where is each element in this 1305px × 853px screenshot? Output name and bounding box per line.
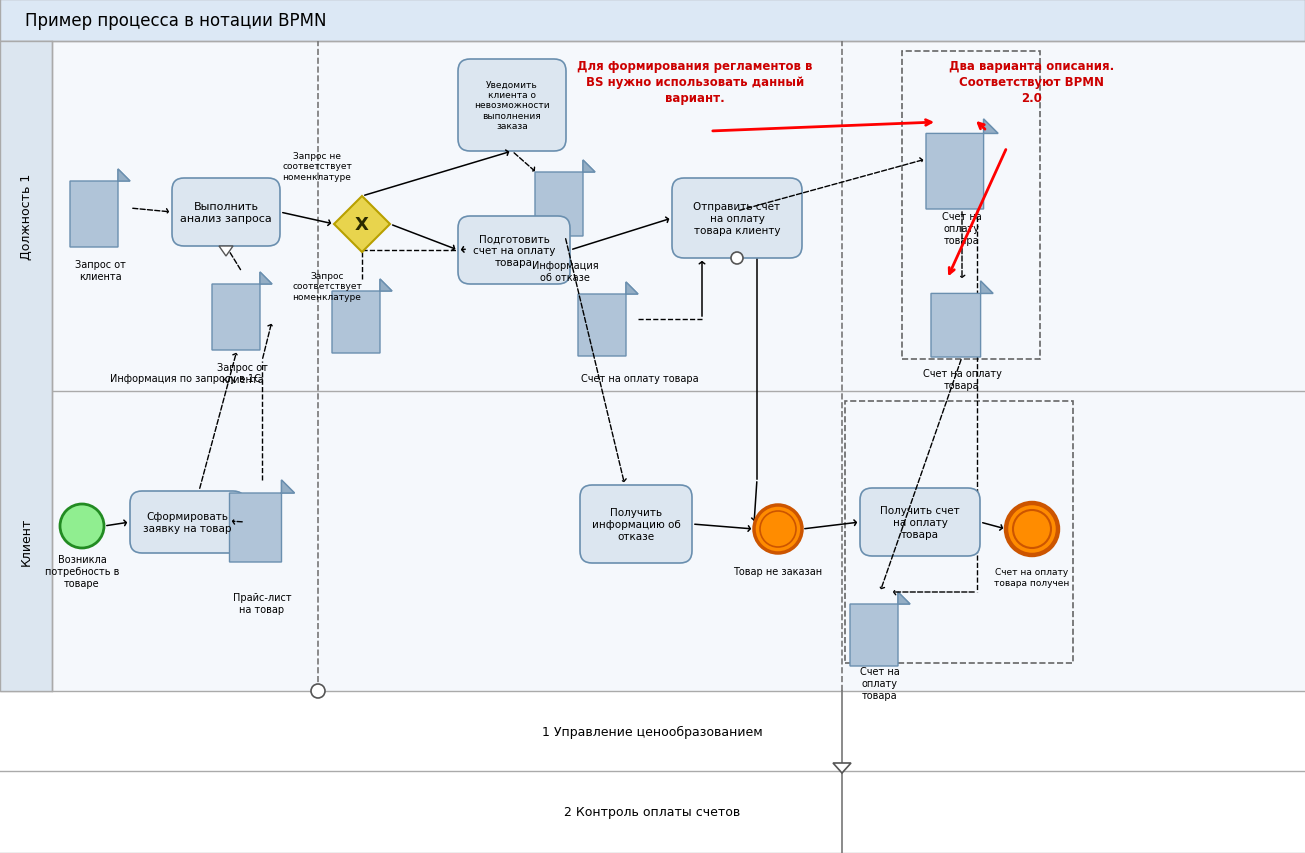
Circle shape	[754, 506, 803, 554]
Text: 2 Контроль оплаты счетов: 2 Контроль оплаты счетов	[564, 805, 741, 819]
Circle shape	[1013, 510, 1051, 548]
Circle shape	[60, 504, 104, 548]
Text: Счет на оплату товара: Счет на оплату товара	[581, 374, 698, 384]
Polygon shape	[260, 273, 271, 285]
Polygon shape	[850, 592, 910, 666]
Text: Возникла
потребность в
товаре: Возникла потребность в товаре	[44, 554, 119, 588]
Polygon shape	[583, 161, 595, 173]
Text: Получить счет
на оплату
товара: Получить счет на оплату товара	[880, 506, 959, 539]
Text: Уведомить
клиента о
невозможности
выполнения
заказа: Уведомить клиента о невозможности выполн…	[474, 80, 549, 131]
Polygon shape	[380, 280, 392, 292]
Circle shape	[731, 252, 743, 264]
Text: Клиент: Клиент	[20, 517, 33, 566]
Text: Подготовить
счет на оплату
товара: Подготовить счет на оплату товара	[472, 234, 555, 267]
Text: Два варианта описания.
Соответствуют BPMN
2.0: Два варианта описания. Соответствуют BPM…	[949, 60, 1114, 105]
Bar	[0, 0, 1305, 42]
Text: Информация
об отказе: Информация об отказе	[531, 261, 598, 282]
FancyBboxPatch shape	[172, 179, 281, 247]
Polygon shape	[930, 281, 993, 357]
Polygon shape	[535, 161, 595, 237]
Polygon shape	[980, 281, 993, 294]
Text: Запрос от
клиента: Запрос от клиента	[217, 363, 268, 385]
Bar	[52, 392, 1305, 691]
Polygon shape	[117, 170, 130, 182]
Polygon shape	[331, 280, 392, 354]
Bar	[902, 52, 1040, 360]
Text: 1 Управление ценообразованием: 1 Управление ценообразованием	[542, 724, 763, 738]
Text: Пример процесса в нотации BPMN: Пример процесса в нотации BPMN	[25, 12, 326, 30]
Polygon shape	[70, 170, 130, 247]
Text: Отправить счет
на оплату
товара клиенту: Отправить счет на оплату товара клиенту	[693, 202, 780, 235]
Polygon shape	[927, 120, 998, 210]
Circle shape	[760, 512, 796, 548]
Bar	[0, 42, 52, 691]
Text: Информация по запросу в 1С: Информация по запросу в 1С	[110, 374, 261, 384]
Text: Счет на
оплату
товара: Счет на оплату товара	[860, 666, 900, 699]
FancyBboxPatch shape	[860, 489, 980, 556]
Text: Счет на оплату
товара: Счет на оплату товара	[923, 368, 1001, 391]
Polygon shape	[230, 480, 295, 562]
Text: Запрос от
клиента: Запрос от клиента	[74, 260, 125, 281]
Circle shape	[311, 684, 325, 699]
Bar	[846, 402, 1073, 664]
Text: Получить
информацию об
отказе: Получить информацию об отказе	[591, 508, 680, 541]
Text: Прайс-лист
на товар: Прайс-лист на товар	[232, 593, 291, 614]
Text: X: X	[355, 216, 369, 234]
Text: Выполнить
анализ запроса: Выполнить анализ запроса	[180, 202, 271, 223]
Polygon shape	[282, 480, 295, 493]
Polygon shape	[211, 273, 271, 351]
Bar	[0, 691, 1305, 771]
FancyBboxPatch shape	[458, 60, 566, 152]
Text: Счет на
оплату
товара: Счет на оплату товара	[942, 212, 981, 246]
FancyBboxPatch shape	[130, 491, 245, 554]
Text: Сформировать
заявку на товар: Сформировать заявку на товар	[144, 512, 232, 533]
Polygon shape	[626, 282, 638, 294]
Text: Должность 1: Должность 1	[20, 174, 33, 260]
Text: Товар не заказан: Товар не заказан	[733, 566, 822, 577]
FancyBboxPatch shape	[672, 179, 803, 258]
Polygon shape	[219, 247, 234, 257]
Polygon shape	[578, 282, 638, 357]
Text: Счет на оплату
товара получен: Счет на оплату товара получен	[994, 567, 1070, 587]
Bar	[0, 771, 1305, 853]
Polygon shape	[334, 197, 390, 252]
Polygon shape	[898, 592, 910, 604]
FancyBboxPatch shape	[458, 217, 570, 285]
Polygon shape	[833, 763, 851, 773]
Text: Запрос
соответствует
номенклатуре: Запрос соответствует номенклатуре	[292, 272, 361, 302]
Circle shape	[1006, 503, 1058, 555]
Polygon shape	[984, 120, 998, 134]
Bar	[52, 42, 1305, 392]
FancyBboxPatch shape	[579, 485, 692, 563]
Text: Запрос не
соответствует
номенклатуре: Запрос не соответствует номенклатуре	[282, 152, 352, 182]
Text: Для формирования регламентов в
BS нужно использовать данный
вариант.: Для формирования регламентов в BS нужно …	[577, 60, 813, 105]
